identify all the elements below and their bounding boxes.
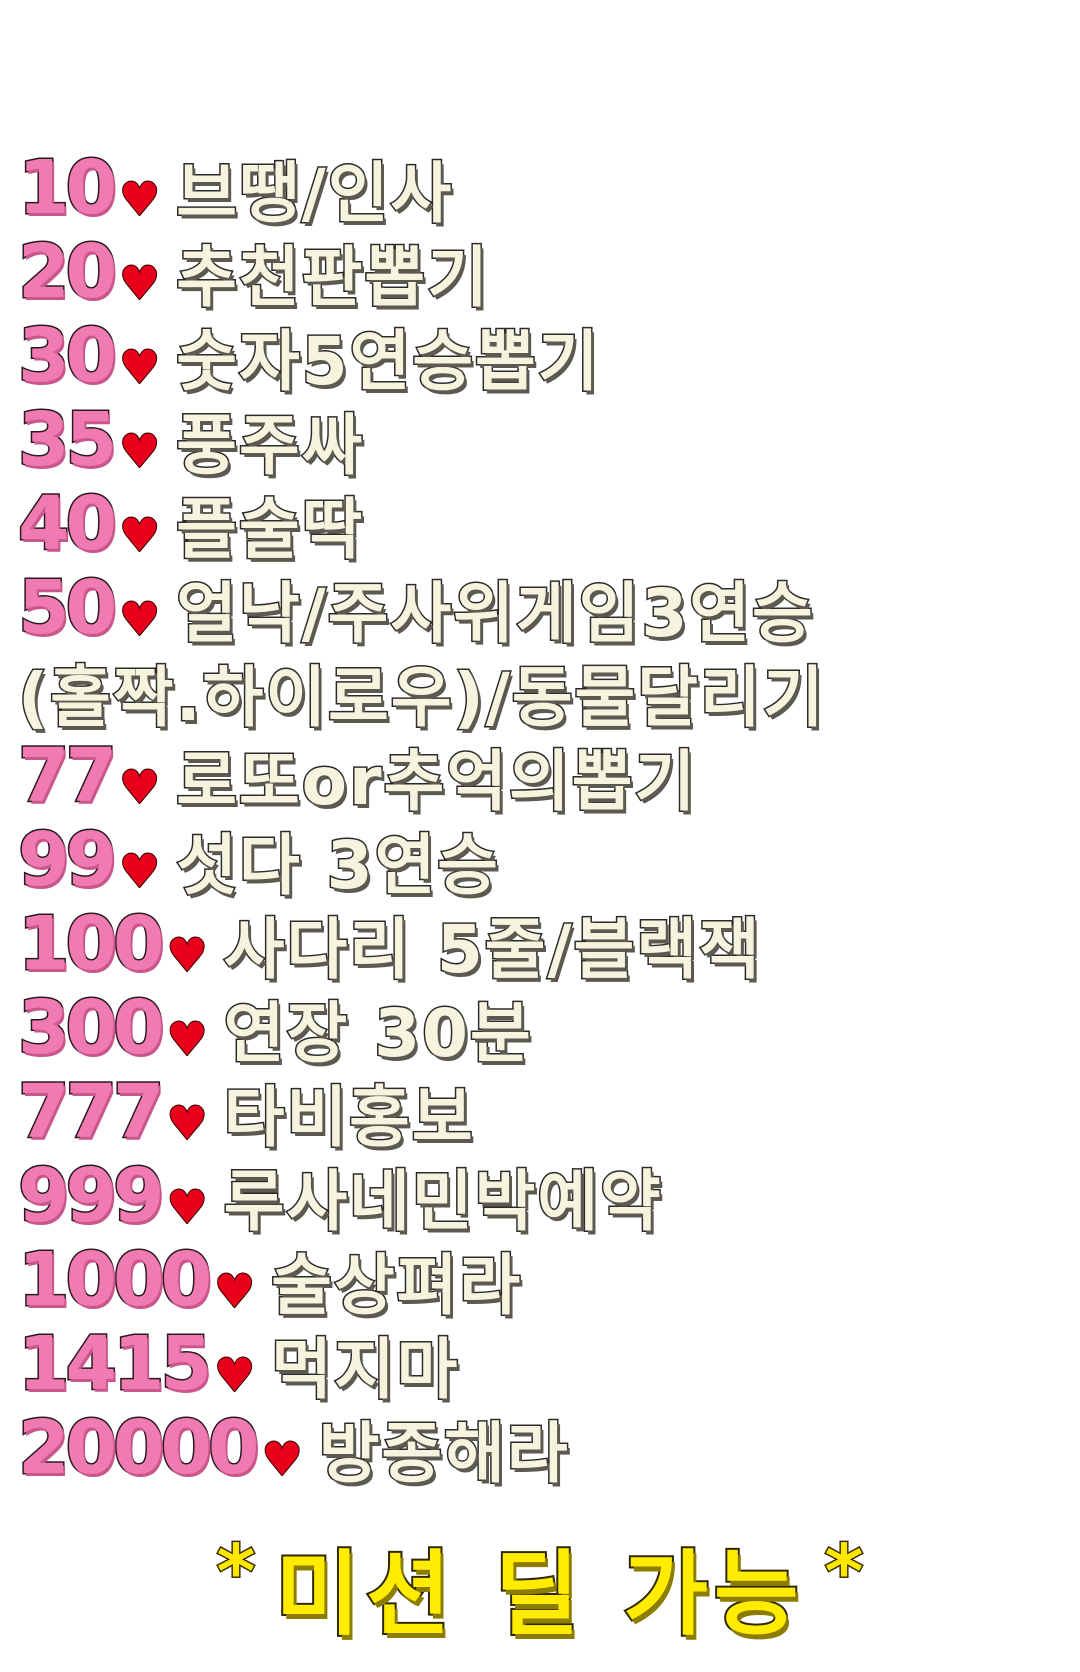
mission-row: 30 ♥ 숫자5연승뽑기 — [17, 312, 825, 402]
heart-icon: ♥ — [165, 1096, 208, 1150]
mission-text: 얼낙/주사위게임3연승 — [175, 574, 815, 654]
heart-count: 20 — [17, 228, 119, 317]
mission-row: 1415 ♥ 먹지마 — [17, 1320, 825, 1410]
mission-text: 사다리 5줄/블랙잭 — [222, 910, 762, 990]
mission-text: 추천판뽑기 — [175, 238, 490, 318]
mission-deal-notice: 미션 딜 가능 — [273, 1539, 805, 1650]
heart-count: 777 — [16, 1068, 165, 1157]
asterisk-icon: * — [823, 1527, 865, 1616]
mission-list: 10 ♥ 브땡/인사 20 ♥ 추천판뽑기 30 ♥ 숫자5연승뽑기 35 ♥ … — [16, 144, 825, 1494]
footer-banner: * 미션 딜 가능 * — [0, 1520, 1080, 1653]
mission-row: 777 ♥ 타비홍보 — [16, 1068, 825, 1158]
heart-count: 40 — [17, 480, 119, 569]
mission-row: 35 ♥ 풍주싸 — [17, 396, 825, 486]
mission-text: 섯다 3연승 — [175, 826, 501, 906]
heart-icon: ♥ — [118, 508, 161, 562]
mission-text: 연장 30분 — [222, 994, 533, 1074]
heart-count: 10 — [17, 144, 119, 233]
heart-icon: ♥ — [118, 340, 161, 394]
heart-count: 1415 — [17, 1320, 214, 1409]
heart-icon: ♥ — [213, 1348, 256, 1402]
mission-text: 브땡/인사 — [175, 154, 454, 234]
mission-text: 방종해라 — [317, 1414, 570, 1494]
heart-icon: ♥ — [118, 256, 161, 310]
mission-row: 100 ♥ 사다리 5줄/블랙잭 — [16, 900, 825, 990]
mission-text: 루사네민박예약 — [222, 1162, 663, 1242]
heart-count: 20000 — [16, 1404, 260, 1493]
mission-row: 999 ♥ 루사네민박예약 — [16, 1152, 825, 1242]
mission-row: 300 ♥ 연장 30분 — [16, 984, 825, 1074]
heart-count: 100 — [16, 900, 165, 989]
heart-icon: ♥ — [213, 1264, 256, 1318]
mission-text: 타비홍보 — [222, 1078, 475, 1158]
heart-count: 99 — [17, 816, 119, 905]
mission-row: 50 ♥ 얼낙/주사위게임3연승 — [17, 564, 825, 654]
mission-text: 플술딱 — [175, 490, 365, 570]
heart-count: 50 — [17, 564, 119, 653]
heart-icon: ♥ — [260, 1432, 303, 1486]
mission-row: 40 ♥ 플술딱 — [17, 480, 825, 570]
heart-icon: ♥ — [165, 1012, 208, 1066]
mission-row-continuation: (홀짝.하이로우)/동물달리기 — [16, 652, 825, 738]
mission-text: 숫자5연승뽑기 — [175, 322, 601, 402]
heart-icon: ♥ — [118, 760, 161, 814]
asterisk-icon: * — [215, 1527, 257, 1616]
mission-text: (홀짝.하이로우)/동물달리기 — [16, 658, 826, 738]
heart-count: 999 — [16, 1152, 165, 1241]
mission-text: 먹지마 — [270, 1330, 460, 1410]
mission-text: 술상펴라 — [270, 1246, 523, 1326]
mission-row: 20 ♥ 추천판뽑기 — [17, 228, 825, 318]
mission-row: 10 ♥ 브땡/인사 — [17, 144, 825, 234]
heart-count: 30 — [17, 312, 119, 401]
heart-icon: ♥ — [118, 844, 161, 898]
heart-icon: ♥ — [118, 172, 161, 226]
mission-row: 1000 ♥ 술상펴라 — [17, 1236, 825, 1326]
heart-count: 77 — [17, 732, 119, 821]
mission-text: 풍주싸 — [175, 406, 365, 486]
heart-icon: ♥ — [118, 424, 161, 478]
mission-row: 20000 ♥ 방종해라 — [16, 1404, 825, 1494]
heart-count: 35 — [17, 396, 119, 485]
mission-row: 77 ♥ 로또or추억의뽑기 — [17, 732, 825, 822]
heart-icon: ♥ — [118, 592, 161, 646]
heart-count: 300 — [16, 984, 165, 1073]
mission-text: 로또or추억의뽑기 — [175, 742, 698, 822]
heart-icon: ♥ — [165, 928, 208, 982]
heart-icon: ♥ — [165, 1180, 208, 1234]
heart-count: 1000 — [17, 1236, 214, 1325]
mission-row: 99 ♥ 섯다 3연승 — [17, 816, 825, 906]
